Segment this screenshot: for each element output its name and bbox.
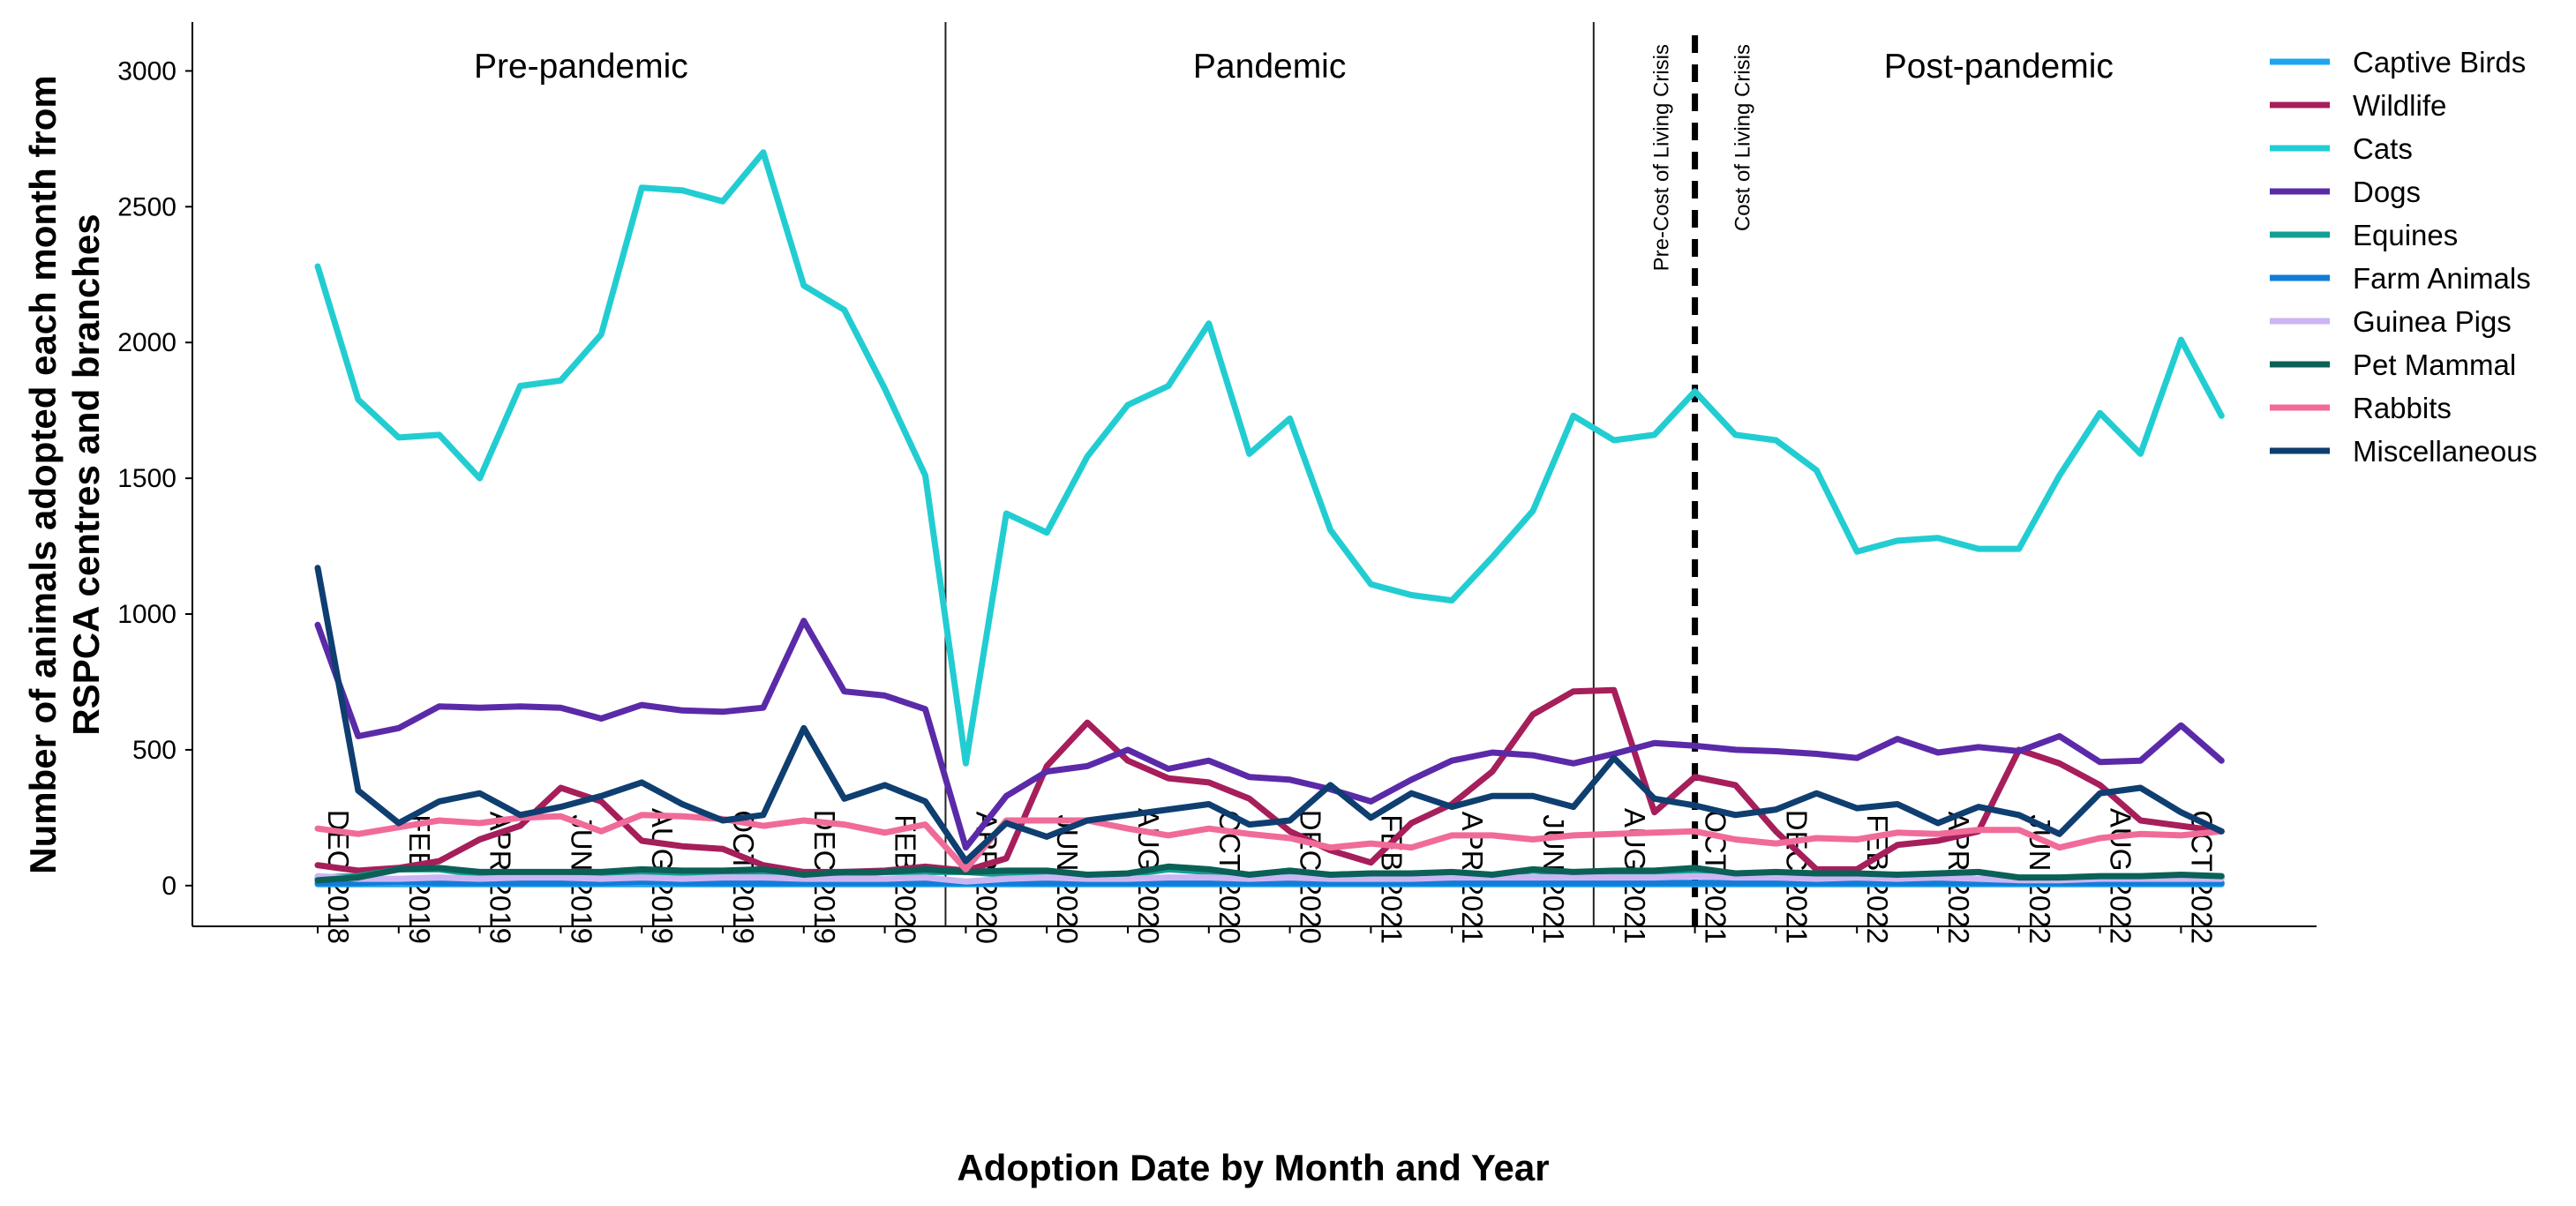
legend: Captive Birds Wildlife Cats Dogs Equines Farm… — [2270, 46, 2537, 468]
series-line-dogs — [314, 618, 2225, 851]
y-tick-label: 1500 — [117, 464, 176, 493]
period-label: Pre-pandemic — [474, 48, 688, 86]
y-axis-title-line1: Number of animals adopted each month fro… — [22, 75, 64, 873]
legend-entry-label: Guinea Pigs — [2353, 305, 2512, 338]
legend-entry-label: Miscellaneous — [2353, 435, 2537, 468]
period-label: Post-pandemic — [1884, 48, 2114, 86]
crisis-label-before: Pre-Cost of Living Crisis — [1650, 44, 1674, 271]
legend-entry-label: Captive Birds — [2353, 46, 2526, 79]
x-axis-title: Adoption Date by Month and Year — [957, 1147, 1549, 1188]
series-line-wildlife — [314, 686, 2225, 875]
y-tick-label: 0 — [161, 872, 176, 901]
y-tick-label: 2000 — [117, 328, 176, 357]
legend-entry-label: Wildlife — [2353, 89, 2446, 122]
y-tick-label: 3000 — [117, 56, 176, 86]
chart-labels: Pre-pandemic Pandemic Post-pandemic Pre-Cos… — [22, 44, 2114, 1188]
series-line-rabbits — [314, 812, 2225, 873]
legend-entry-label: Cats — [2353, 132, 2413, 165]
crisis-label-after: Cost of Living Crisis — [1731, 44, 1755, 231]
y-tick-label: 500 — [132, 736, 176, 765]
period-label: Pandemic — [1193, 48, 1346, 86]
legend-entry-label: Pet Mammal — [2353, 348, 2516, 381]
legend-entry-label: Rabbits — [2353, 392, 2452, 424]
series-lines — [314, 149, 2225, 888]
legend-entry-label: Equines — [2353, 219, 2458, 251]
series-line-pet-mammal — [314, 863, 2225, 884]
legend-entry-label: Farm Animals — [2353, 262, 2531, 295]
legend-entry-label: Dogs — [2353, 176, 2421, 208]
y-tick-label: 1000 — [117, 600, 176, 629]
series-line-cats — [314, 149, 2225, 767]
y-tick-label: 2500 — [117, 192, 176, 221]
series-line-guinea-pigs — [314, 873, 2225, 885]
y-axis-title-line2: RSPCA centres and branches — [65, 213, 107, 735]
series-line-farm-animals — [314, 878, 2225, 887]
series-line-miscellaneous — [314, 565, 2225, 865]
